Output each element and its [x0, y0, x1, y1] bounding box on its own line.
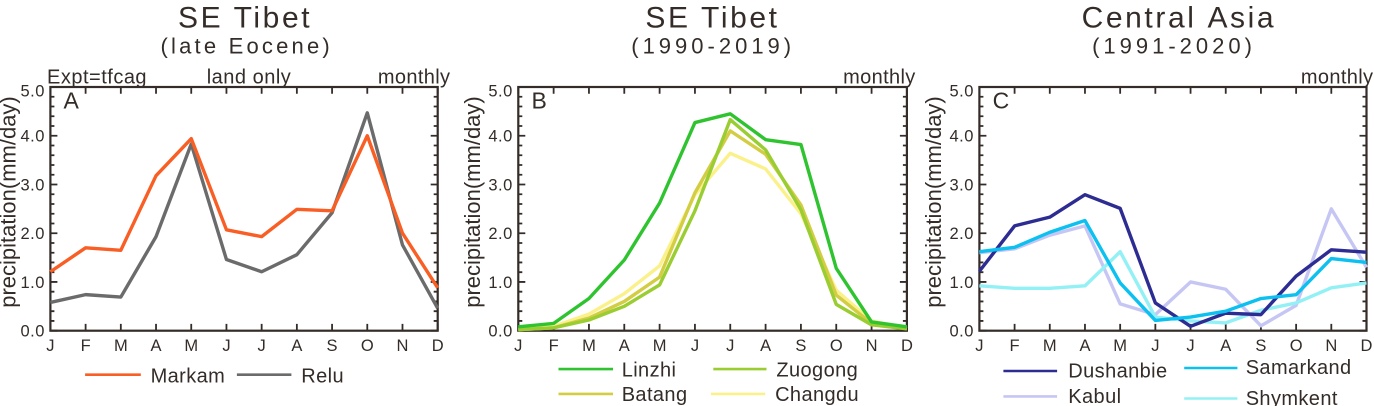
svg-text:5.0: 5.0: [20, 83, 44, 101]
svg-text:J: J: [975, 337, 983, 355]
svg-text:S: S: [1255, 337, 1266, 355]
svg-text:SE Tibet: SE Tibet: [178, 2, 312, 35]
svg-text:land only: land only: [207, 67, 292, 89]
svg-text:Markam: Markam: [151, 365, 226, 387]
svg-text:A: A: [1079, 337, 1090, 355]
svg-text:1.0: 1.0: [488, 274, 512, 292]
svg-text:Dushanbie: Dushanbie: [1068, 361, 1167, 383]
svg-text:2.0: 2.0: [20, 225, 44, 243]
svg-text:N: N: [866, 337, 878, 355]
svg-text:4.0: 4.0: [949, 128, 973, 146]
svg-text:J: J: [691, 337, 699, 355]
svg-text:O: O: [1290, 337, 1303, 355]
svg-text:5.0: 5.0: [488, 83, 512, 101]
svg-text:0.0: 0.0: [20, 323, 44, 341]
svg-text:M: M: [582, 337, 596, 355]
svg-text:M: M: [653, 337, 667, 355]
svg-text:A: A: [619, 337, 630, 355]
svg-text:Changdu: Changdu: [775, 384, 859, 406]
svg-text:3.0: 3.0: [949, 176, 973, 194]
svg-text:Shymkent: Shymkent: [1246, 388, 1338, 406]
svg-text:D: D: [1361, 337, 1373, 355]
svg-text:S: S: [795, 337, 806, 355]
svg-text:M: M: [1043, 337, 1057, 355]
svg-text:SE Tibet: SE Tibet: [645, 2, 779, 35]
svg-text:A: A: [64, 88, 80, 114]
svg-text:A: A: [291, 337, 302, 355]
svg-text:A: A: [760, 337, 771, 355]
svg-text:1.0: 1.0: [949, 274, 973, 292]
svg-text:J: J: [1186, 337, 1194, 355]
svg-text:precipitation(mm/day): precipitation(mm/day): [460, 96, 485, 308]
svg-text:monthly: monthly: [843, 67, 915, 89]
svg-text:F: F: [549, 337, 559, 355]
svg-text:C: C: [993, 88, 1010, 114]
svg-text:Samarkand: Samarkand: [1246, 357, 1352, 379]
svg-text:Batang: Batang: [622, 384, 688, 406]
svg-text:(1990-2019): (1990-2019): [631, 33, 795, 58]
svg-text:N: N: [397, 337, 409, 355]
svg-text:(late Eocene): (late Eocene): [160, 33, 332, 58]
svg-text:Relu: Relu: [301, 365, 344, 387]
svg-text:N: N: [1325, 337, 1337, 355]
svg-text:J: J: [726, 337, 734, 355]
svg-text:O: O: [830, 337, 843, 355]
svg-text:5.0: 5.0: [949, 83, 973, 101]
svg-text:D: D: [432, 337, 444, 355]
svg-text:J: J: [222, 337, 230, 355]
svg-text:M: M: [1113, 337, 1127, 355]
svg-text:M: M: [184, 337, 198, 355]
svg-text:monthly: monthly: [1301, 67, 1373, 89]
svg-text:precipitation(mm/day): precipitation(mm/day): [0, 96, 21, 308]
svg-text:2.0: 2.0: [949, 225, 973, 243]
svg-text:J: J: [258, 337, 266, 355]
svg-text:J: J: [514, 337, 522, 355]
svg-text:J: J: [46, 337, 54, 355]
svg-text:Central Asia: Central Asia: [1082, 2, 1277, 35]
svg-text:S: S: [327, 337, 338, 355]
svg-text:D: D: [901, 337, 913, 355]
svg-text:A: A: [1220, 337, 1231, 355]
svg-text:3.0: 3.0: [20, 176, 44, 194]
svg-text:0.0: 0.0: [949, 323, 973, 341]
svg-text:Zuogong: Zuogong: [776, 359, 858, 381]
svg-text:B: B: [532, 88, 547, 114]
svg-text:A: A: [151, 337, 162, 355]
svg-text:(1991-2020): (1991-2020): [1092, 33, 1256, 58]
svg-text:J: J: [1151, 337, 1159, 355]
svg-text:F: F: [1010, 337, 1020, 355]
svg-text:Kabul: Kabul: [1068, 386, 1121, 406]
svg-text:Linzhi: Linzhi: [622, 359, 677, 381]
svg-text:4.0: 4.0: [488, 128, 512, 146]
svg-text:Expt=tfcag: Expt=tfcag: [47, 67, 147, 89]
svg-text:F: F: [81, 337, 91, 355]
svg-text:O: O: [361, 337, 374, 355]
svg-text:3.0: 3.0: [488, 176, 512, 194]
svg-text:2.0: 2.0: [488, 225, 512, 243]
svg-text:monthly: monthly: [378, 67, 450, 89]
svg-text:0.0: 0.0: [488, 323, 512, 341]
svg-text:precipitation(mm/day): precipitation(mm/day): [921, 96, 946, 308]
svg-text:4.0: 4.0: [20, 128, 44, 146]
svg-text:M: M: [114, 337, 128, 355]
svg-text:1.0: 1.0: [20, 274, 44, 292]
